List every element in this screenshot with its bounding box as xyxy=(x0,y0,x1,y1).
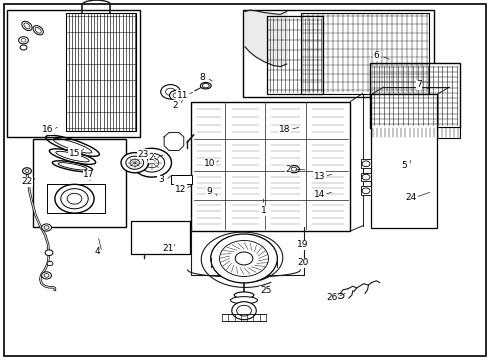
Circle shape xyxy=(232,302,256,320)
Text: 8: 8 xyxy=(199,73,205,82)
Text: 24: 24 xyxy=(405,193,416,202)
Text: 13: 13 xyxy=(314,172,325,181)
Bar xyxy=(131,221,190,254)
Circle shape xyxy=(55,184,94,213)
Text: 19: 19 xyxy=(297,240,309,249)
Bar xyxy=(33,139,126,227)
Circle shape xyxy=(42,224,51,231)
Bar xyxy=(191,102,350,231)
Circle shape xyxy=(126,156,144,169)
Text: 5: 5 xyxy=(401,161,407,170)
Text: 2: 2 xyxy=(172,100,178,109)
Bar xyxy=(361,173,371,181)
Circle shape xyxy=(337,293,344,298)
Ellipse shape xyxy=(362,174,370,180)
Text: 6: 6 xyxy=(373,51,379,60)
Circle shape xyxy=(170,90,183,100)
Circle shape xyxy=(211,234,277,283)
Text: 2: 2 xyxy=(148,153,154,162)
Text: 4: 4 xyxy=(94,248,100,256)
Bar xyxy=(371,127,460,138)
Circle shape xyxy=(42,272,51,279)
Text: 25: 25 xyxy=(260,287,271,295)
Circle shape xyxy=(132,148,172,177)
Circle shape xyxy=(220,240,269,276)
Ellipse shape xyxy=(231,297,258,304)
Bar xyxy=(301,13,429,94)
Text: 20: 20 xyxy=(297,258,309,267)
Ellipse shape xyxy=(174,175,188,184)
Bar xyxy=(7,10,140,137)
Ellipse shape xyxy=(362,188,370,194)
Ellipse shape xyxy=(33,26,43,35)
Text: 16: 16 xyxy=(42,125,54,134)
Bar xyxy=(243,10,434,97)
Bar xyxy=(171,175,192,184)
Text: 23: 23 xyxy=(137,150,149,158)
Ellipse shape xyxy=(24,23,30,29)
Bar xyxy=(371,94,437,228)
Ellipse shape xyxy=(234,292,254,298)
Circle shape xyxy=(235,252,253,265)
Circle shape xyxy=(121,153,148,173)
Bar xyxy=(361,186,371,195)
Bar xyxy=(66,13,136,131)
Circle shape xyxy=(47,261,53,266)
Text: 17: 17 xyxy=(83,170,95,179)
Ellipse shape xyxy=(202,84,209,88)
Text: 14: 14 xyxy=(314,190,325,199)
Circle shape xyxy=(130,159,140,166)
Circle shape xyxy=(173,93,180,98)
Circle shape xyxy=(67,193,82,204)
Text: 22: 22 xyxy=(22,177,32,186)
Bar xyxy=(267,16,323,94)
Text: 15: 15 xyxy=(69,149,80,158)
Text: 7: 7 xyxy=(416,80,422,89)
Circle shape xyxy=(61,189,88,209)
Circle shape xyxy=(166,88,175,95)
Ellipse shape xyxy=(289,166,299,173)
Text: 1: 1 xyxy=(261,206,267,215)
Bar xyxy=(370,63,460,128)
Text: 10: 10 xyxy=(204,159,216,168)
Bar xyxy=(361,159,371,168)
Text: 2: 2 xyxy=(285,165,291,174)
Text: 9: 9 xyxy=(207,187,213,196)
Circle shape xyxy=(139,153,165,172)
Circle shape xyxy=(237,305,251,316)
Circle shape xyxy=(161,85,180,99)
Text: 11: 11 xyxy=(176,91,188,100)
Circle shape xyxy=(23,168,31,174)
Ellipse shape xyxy=(35,27,41,33)
Ellipse shape xyxy=(200,82,211,89)
Text: 12: 12 xyxy=(174,184,186,194)
Bar xyxy=(47,184,105,213)
Ellipse shape xyxy=(291,167,297,171)
Circle shape xyxy=(145,158,159,168)
Text: 3: 3 xyxy=(158,175,164,184)
Ellipse shape xyxy=(177,177,186,183)
Text: 18: 18 xyxy=(279,125,291,134)
Ellipse shape xyxy=(22,21,32,31)
Polygon shape xyxy=(164,132,184,150)
Circle shape xyxy=(45,250,53,256)
Text: 26: 26 xyxy=(326,292,338,302)
Ellipse shape xyxy=(362,161,370,167)
Text: 21: 21 xyxy=(162,244,173,253)
